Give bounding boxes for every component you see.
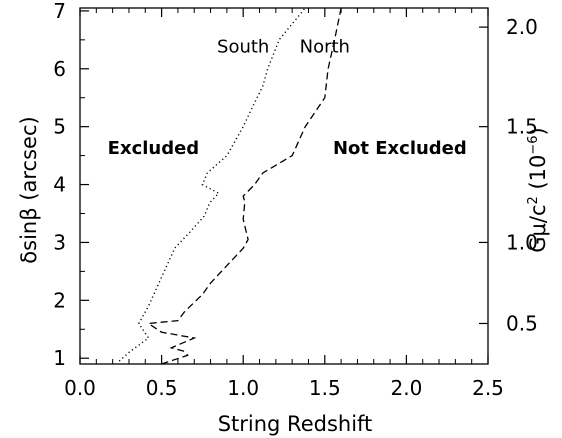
y2-tick-label: 1.5 [506, 115, 538, 139]
annotation-not-excluded: Not Excluded [333, 138, 467, 159]
y-tick-label: 2 [53, 288, 66, 312]
y-tick-label: 4 [53, 173, 66, 197]
annotation-excluded: Excluded [108, 138, 200, 159]
y-tick-label: 6 [53, 57, 66, 81]
x-tick-label: 0.0 [64, 376, 96, 400]
x-axis-label: String Redshift [218, 412, 373, 436]
y2-tick-label: 1.0 [506, 230, 538, 254]
y-axis-right-label-units-sup: −6 [526, 135, 541, 154]
chart-annotations: Excluded Not Excluded South North [108, 37, 467, 159]
y-axis-left-label: δsinβ (arcsec) [17, 116, 41, 263]
y-tick-label: 7 [53, 0, 66, 23]
y-axis-right-label-close: ) [526, 127, 550, 135]
y-tick-label: 3 [53, 230, 66, 254]
plot-frame [79, 7, 489, 365]
y-axis-right-label-units: (10 [526, 155, 550, 197]
y-axis-right-label: Gμ/c2 (10−6) [526, 127, 550, 253]
x-tick-label: 0.5 [146, 376, 178, 400]
plot-frame-rect [79, 7, 489, 365]
annotation-north: North [300, 37, 350, 58]
x-tick-label: 2.5 [472, 376, 504, 400]
axis-ticks: 0.0 0.5 1.0 1.5 2.0 2.5 1 2 3 4 5 6 7 0.5 1.0 1.5 2.0 [53, 0, 538, 400]
y2-tick-label: 0.5 [506, 311, 538, 335]
y-axis-right-label-main: Gμ/c [526, 204, 550, 252]
annotation-south: South [217, 37, 269, 58]
series-line-south [118, 7, 306, 362]
x-tick-label: 1.0 [227, 376, 259, 400]
y-tick-label: 1 [53, 346, 66, 370]
y-tick-label: 5 [53, 115, 66, 139]
x-tick-label: 2.0 [390, 376, 422, 400]
y-axis-right-label-sup: 2 [526, 196, 541, 204]
data-series [118, 7, 342, 365]
x-tick-label: 1.5 [309, 376, 341, 400]
series-line-north [146, 7, 342, 365]
y2-tick-label: 2.0 [506, 15, 538, 39]
